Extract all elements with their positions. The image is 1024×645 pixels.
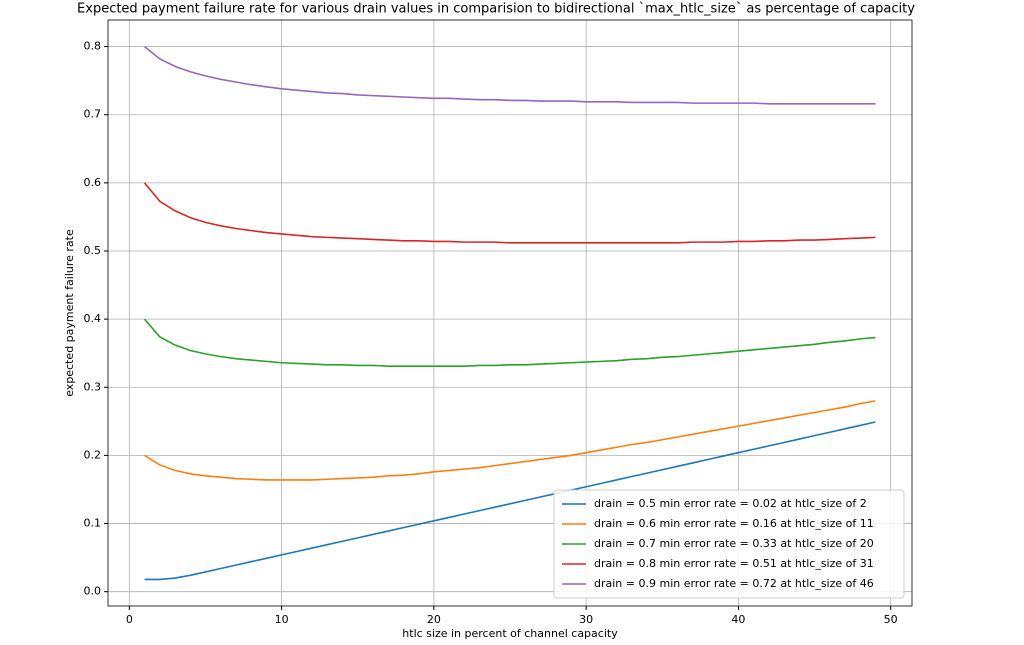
y-tick-label: 0.5: [84, 244, 102, 257]
series-line: [143, 318, 876, 367]
legend-label: drain = 0.5 min error rate = 0.02 at htl…: [594, 497, 867, 510]
y-tick-label: 0.6: [84, 176, 102, 189]
legend-label: drain = 0.7 min error rate = 0.33 at htl…: [594, 537, 874, 550]
legend-label: drain = 0.9 min error rate = 0.72 at htl…: [594, 577, 874, 590]
legend-label: drain = 0.6 min error rate = 0.16 at htl…: [594, 517, 874, 530]
series-line: [144, 421, 876, 581]
x-tick-label: 50: [884, 613, 898, 626]
y-tick-label: 0.0: [84, 585, 102, 598]
x-tick-label: 20: [427, 613, 441, 626]
series-line: [144, 45, 876, 105]
x-tick-label: 40: [731, 613, 745, 626]
x-tick-label: 0: [126, 613, 133, 626]
plot-frame: [107, 19, 913, 607]
series-line: [144, 400, 876, 481]
x-axis-label: htlc size in percent of channel capacity: [402, 627, 618, 640]
x-tick-label: 10: [275, 613, 289, 626]
y-tick-label: 0.1: [84, 517, 102, 530]
legend-box: [553, 489, 905, 599]
y-tick-label: 0.3: [84, 380, 102, 393]
series-line: [143, 182, 876, 244]
y-tick-label: 0.4: [84, 312, 102, 325]
chart-title: Expected payment failure rate for variou…: [77, 2, 915, 17]
y-tick-label: 0.7: [84, 108, 102, 121]
x-tick-label: 30: [579, 613, 593, 626]
y-tick-label: 0.8: [84, 40, 102, 53]
y-tick-label: 0.2: [84, 448, 102, 461]
legend-label: drain = 0.8 min error rate = 0.51 at htl…: [594, 557, 874, 570]
y-axis-label: expected payment failure rate: [63, 229, 76, 397]
